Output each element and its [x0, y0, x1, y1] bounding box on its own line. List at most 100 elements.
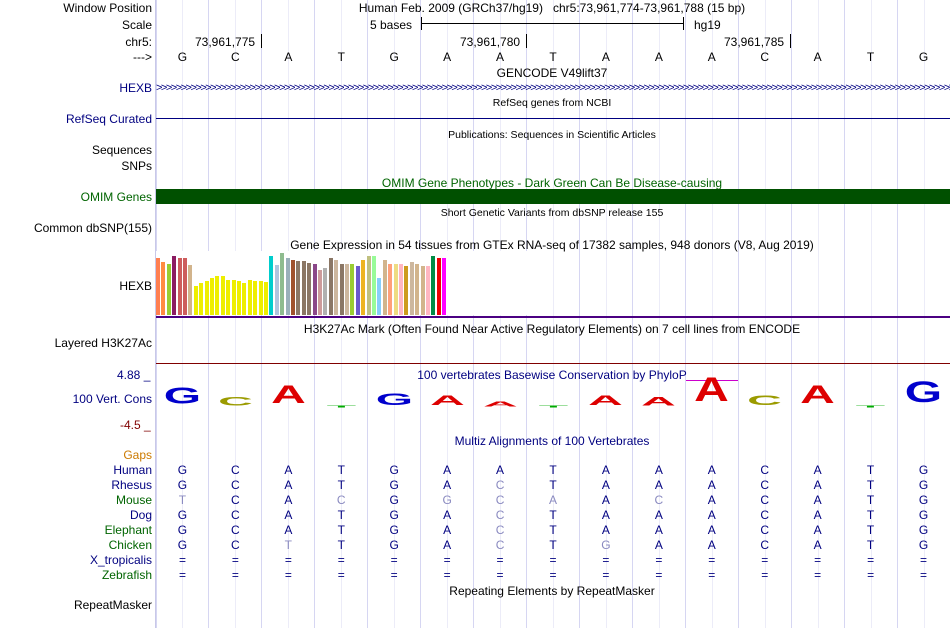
alignment-base: =: [814, 553, 822, 567]
gtex-tissue-bar[interactable]: [323, 268, 328, 315]
species-label[interactable]: Dog: [129, 508, 152, 522]
gtex-track-title[interactable]: Gene Expression in 54 tissues from GTEx …: [290, 238, 814, 252]
gtex-tissue-bar[interactable]: [264, 282, 268, 315]
species-label[interactable]: Human: [113, 463, 152, 477]
base-letter: C: [231, 50, 240, 64]
gtex-tissue-bar[interactable]: [345, 264, 349, 315]
alignment-base: =: [178, 568, 186, 582]
gtex-tissue-bar[interactable]: [431, 256, 436, 315]
h3k27ac-track-label[interactable]: Layered H3K27Ac: [54, 336, 152, 350]
gtex-tissue-bar[interactable]: [172, 256, 177, 315]
gtex-tissue-bar[interactable]: [291, 260, 295, 315]
gtex-tissue-bar[interactable]: [426, 266, 430, 315]
gtex-expression-bars[interactable]: [156, 251, 536, 315]
gtex-tissue-bar[interactable]: [215, 276, 220, 315]
alignment-base: A: [601, 508, 610, 522]
gtex-tissue-bar[interactable]: [409, 262, 414, 315]
gtex-tissue-bar[interactable]: [193, 286, 198, 315]
gtex-tissue-bar[interactable]: [188, 265, 193, 315]
gtex-tissue-bar[interactable]: [280, 253, 285, 315]
gtex-tissue-bar[interactable]: [183, 258, 187, 315]
gtex-tissue-bar[interactable]: [339, 264, 344, 315]
dbsnp-track-title[interactable]: Short Genetic Variants from dbSNP releas…: [440, 207, 664, 219]
gtex-tissue-bar[interactable]: [388, 264, 393, 315]
gtex-tissue-bar[interactable]: [436, 258, 441, 315]
sequences-track-label[interactable]: Sequences: [91, 143, 152, 157]
gtex-tissue-bar[interactable]: [312, 264, 317, 315]
chrom-label: chr5:: [125, 35, 152, 49]
species-label[interactable]: Chicken: [108, 538, 152, 552]
repeatmasker-track-label[interactable]: RepeatMasker: [73, 598, 152, 612]
species-label[interactable]: Rhesus: [111, 478, 152, 492]
gtex-tissue-bar[interactable]: [231, 280, 236, 315]
gaps-label[interactable]: Gaps: [123, 448, 152, 462]
gtex-tissue-bar[interactable]: [361, 260, 366, 315]
gtex-tissue-bar[interactable]: [328, 258, 333, 315]
gtex-tissue-bar[interactable]: [166, 264, 171, 315]
species-label[interactable]: Zebrafish: [101, 568, 152, 582]
gtex-tissue-bar[interactable]: [334, 260, 339, 315]
omim-track-title[interactable]: OMIM Gene Phenotypes - Dark Green Can Be…: [381, 176, 723, 190]
refseq-gene-line[interactable]: [156, 118, 950, 119]
dbsnp-track-label[interactable]: Common dbSNP(155): [33, 221, 152, 235]
gtex-tissue-bar[interactable]: [404, 266, 409, 315]
gtex-tissue-bar[interactable]: [307, 263, 312, 315]
gtex-tissue-bar[interactable]: [247, 280, 252, 315]
gtex-tissue-bar[interactable]: [382, 260, 387, 315]
publications-track-title[interactable]: Publications: Sequences in Scientific Ar…: [448, 129, 656, 141]
gtex-track-label[interactable]: HEXB: [119, 279, 152, 293]
gtex-tissue-bar[interactable]: [318, 270, 322, 315]
refseq-track-label[interactable]: RefSeq Curated: [65, 112, 152, 126]
gtex-tissue-bar[interactable]: [350, 264, 355, 315]
gtex-tissue-bar[interactable]: [199, 283, 204, 315]
omim-gene-bar[interactable]: [156, 189, 950, 204]
gtex-tissue-bar[interactable]: [210, 278, 214, 315]
gtex-tissue-bar[interactable]: [420, 266, 425, 315]
gtex-tissue-bar[interactable]: [355, 266, 360, 315]
alignment-base: A: [601, 478, 610, 492]
gtex-tissue-bar[interactable]: [258, 281, 263, 315]
gtex-tissue-bar[interactable]: [377, 278, 382, 315]
refseq-track-title[interactable]: RefSeq genes from NCBI: [492, 97, 612, 109]
multiz-track-title[interactable]: Multiz Alignments of 100 Vertebrates: [454, 434, 650, 448]
gtex-tissue-bar[interactable]: [161, 262, 166, 315]
position-readout[interactable]: Human Feb. 2009 (GRCh37/hg19) chr5:73,96…: [359, 1, 745, 15]
conservation-track-label[interactable]: 100 Vert. Cons: [72, 392, 152, 406]
gtex-tissue-bar[interactable]: [285, 258, 290, 315]
species-label[interactable]: X_tropicalis: [89, 553, 152, 567]
snps-track-label[interactable]: SNPs: [121, 159, 152, 173]
gtex-tissue-bar[interactable]: [156, 258, 160, 315]
gtex-tissue-bar[interactable]: [269, 256, 274, 315]
alignment-base: =: [602, 568, 610, 582]
conservation-track-title[interactable]: 100 vertebrates Basewise Conservation by…: [417, 368, 687, 382]
species-label[interactable]: Mouse: [115, 493, 152, 507]
gencode-track-label[interactable]: HEXB: [119, 81, 152, 95]
gtex-tissue-bar[interactable]: [415, 264, 420, 315]
species-label[interactable]: Elephant: [104, 523, 152, 537]
repeatmasker-track-title[interactable]: Repeating Elements by RepeatMasker: [449, 584, 655, 598]
gtex-tissue-bar[interactable]: [372, 256, 376, 315]
gtex-tissue-bar[interactable]: [296, 261, 301, 315]
gtex-tissue-bar[interactable]: [366, 256, 371, 315]
gtex-tissue-bar[interactable]: [226, 280, 231, 315]
gtex-tissue-bar[interactable]: [399, 264, 403, 315]
alignment-base: =: [655, 553, 663, 567]
gtex-tissue-bar[interactable]: [253, 281, 258, 315]
gtex-tissue-bar[interactable]: [220, 276, 225, 315]
omim-track-label[interactable]: OMIM Genes: [80, 190, 152, 204]
gtex-tissue-bar[interactable]: [301, 261, 306, 315]
gencode-track-title[interactable]: GENCODE V49lift37: [496, 66, 608, 80]
gtex-tissue-bar[interactable]: [237, 281, 241, 315]
gtex-tissue-bar[interactable]: [442, 258, 447, 315]
gtex-tissue-bar[interactable]: [204, 281, 209, 315]
gtex-tissue-bar[interactable]: [274, 265, 279, 315]
gtex-tissue-bar[interactable]: [393, 264, 398, 315]
gtex-tissue-bar[interactable]: [177, 258, 182, 315]
alignment-base: C: [495, 523, 505, 537]
gene-hexb-feature[interactable]: >>>>>>>>>>>>>>>>>>>>>>>>>>>>>>>>>>>>>>>>…: [156, 82, 950, 94]
alignment-base: G: [918, 463, 929, 477]
conservation-letter: G: [163, 383, 202, 409]
h3k27ac-track-title[interactable]: H3K27Ac Mark (Often Found Near Active Re…: [303, 322, 801, 336]
gtex-tissue-bar[interactable]: [242, 283, 247, 315]
